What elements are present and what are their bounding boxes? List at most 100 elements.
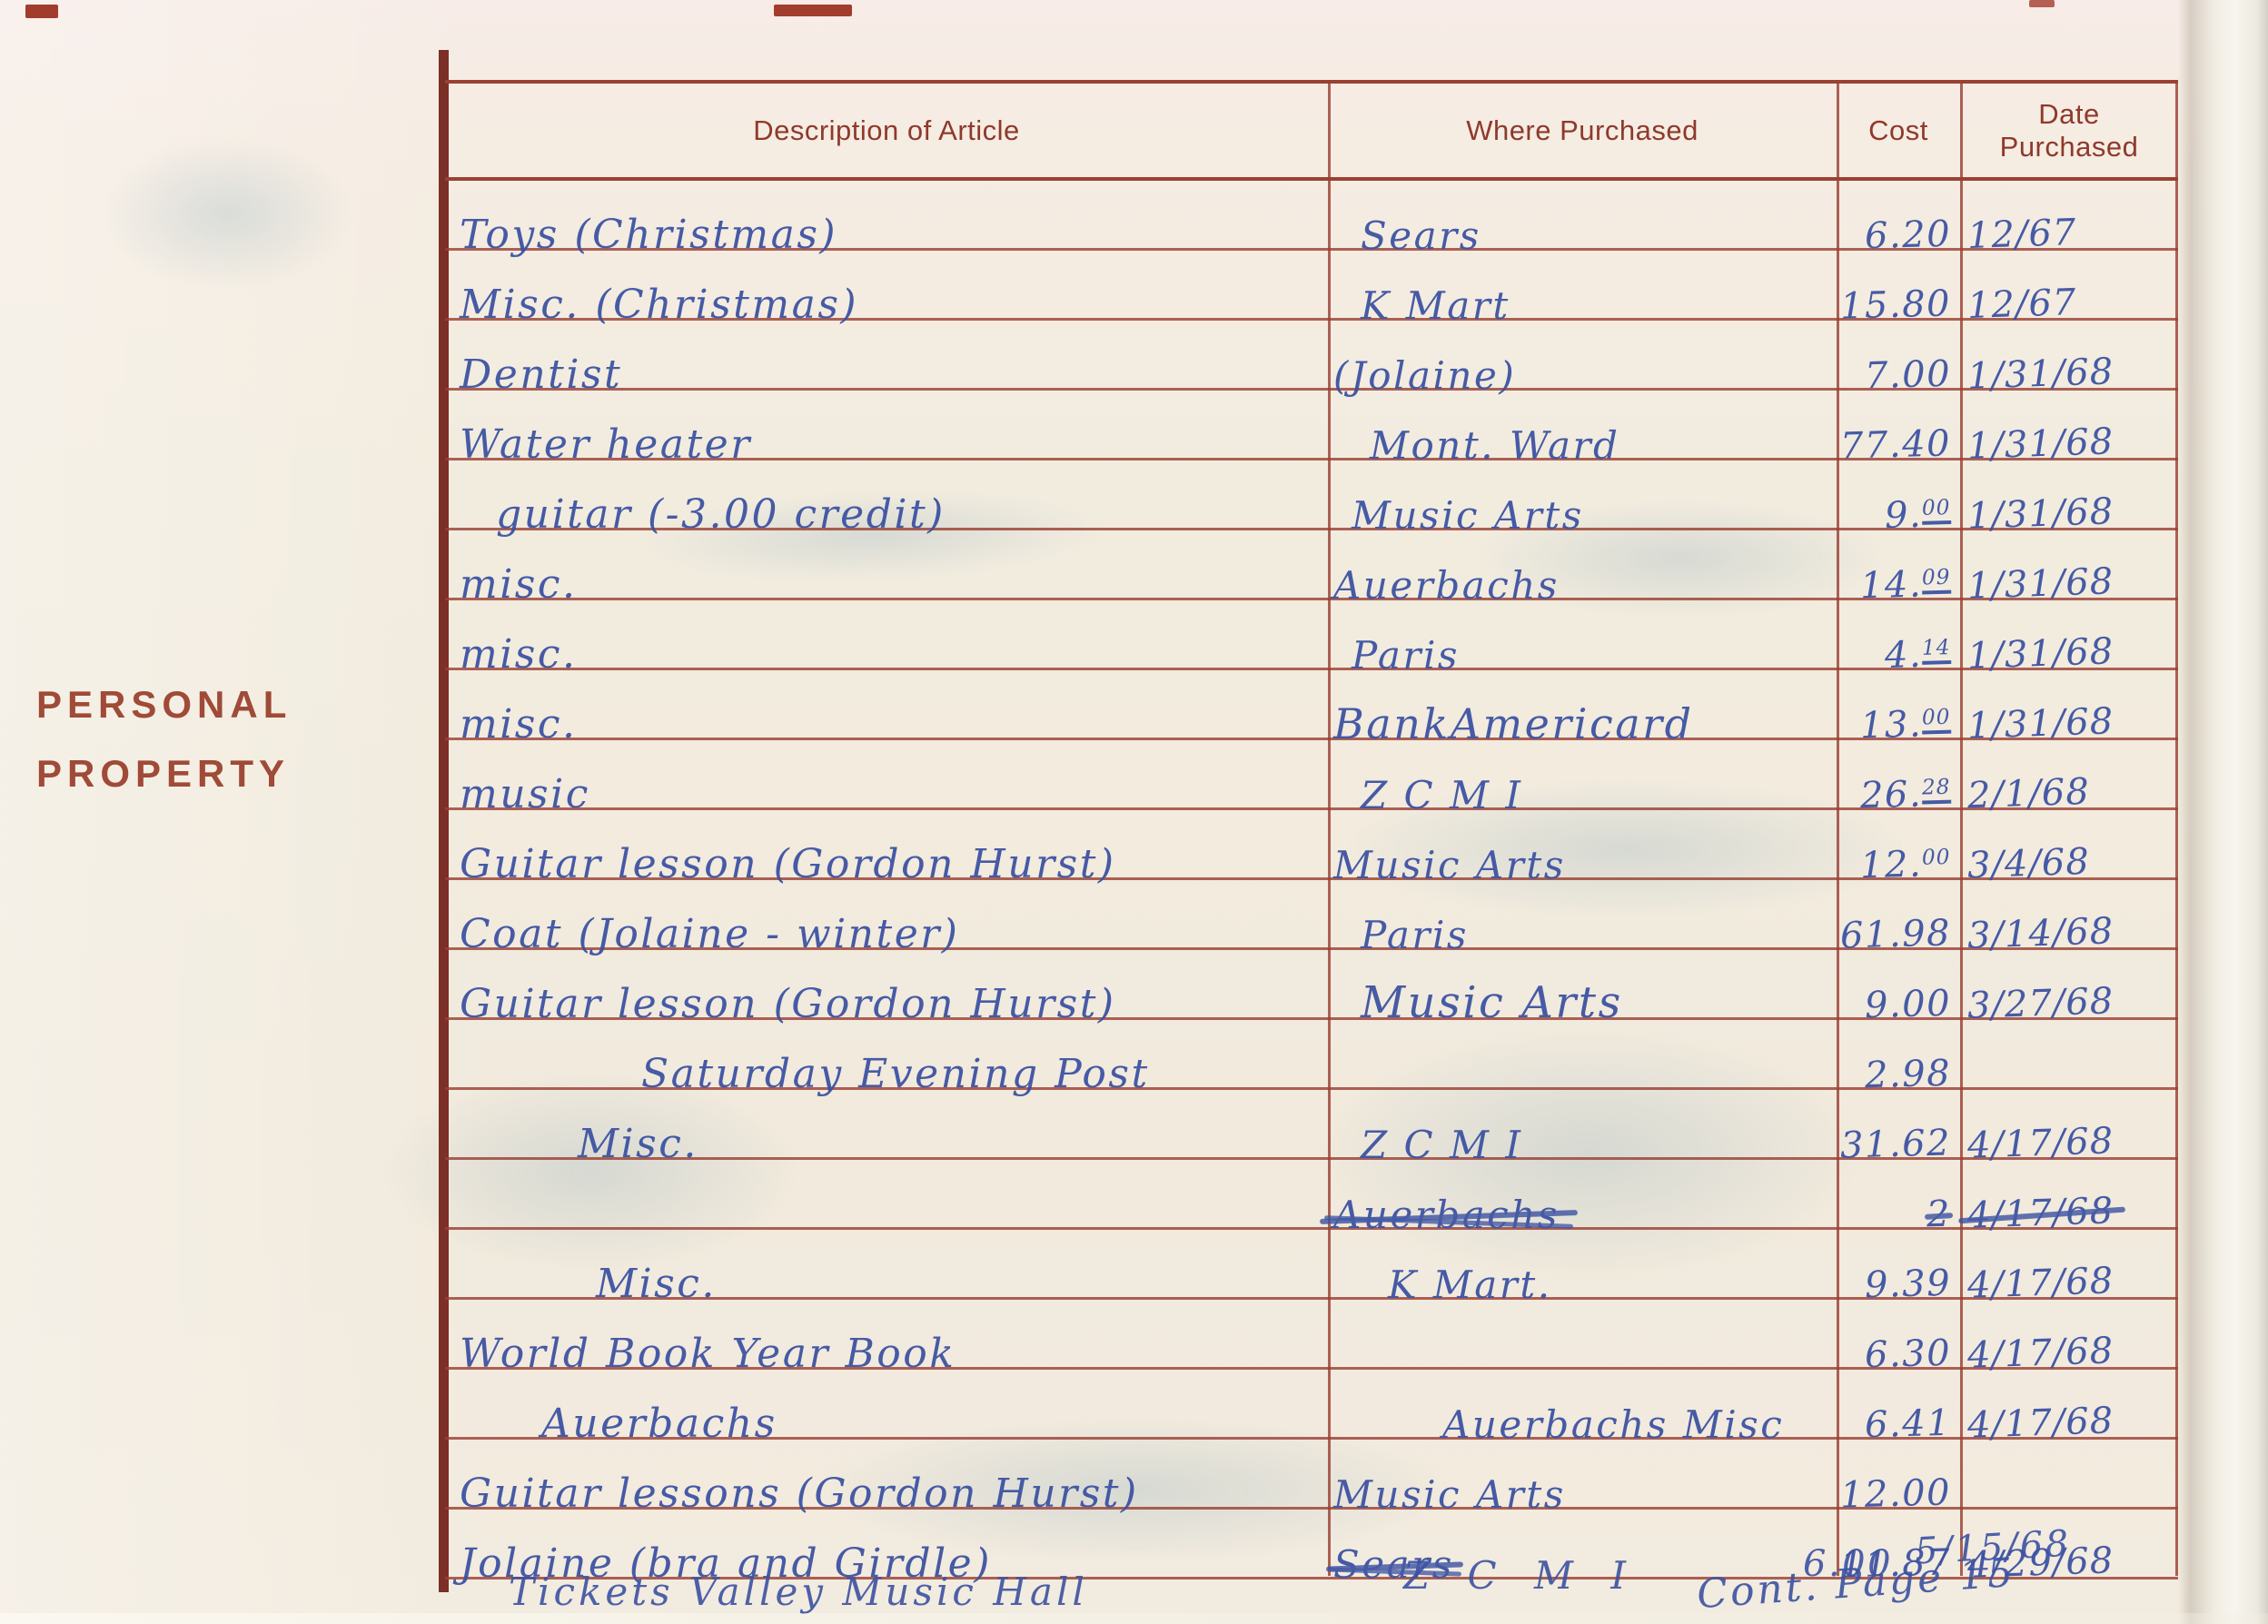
cost-cell: 61.98: [1837, 911, 1960, 956]
where-purchased-cell: [1328, 1351, 1837, 1367]
where-purchased-cell: Auerbachs Misc: [1328, 1399, 1837, 1444]
cost-cell: 31.62: [1837, 1121, 1960, 1166]
description-cell: Guitar lesson (Gordon Hurst): [445, 837, 1328, 885]
description-cell: Guitar lessons (Gordon Hurst): [445, 1467, 1328, 1514]
ledger-row: Saturday Evening Post 2.98: [445, 1020, 2178, 1096]
column-divider: [1837, 84, 1839, 1576]
ledger-left-border: [439, 50, 449, 1592]
raised-cents: 00: [1921, 844, 1952, 870]
handwriting: guitar (-3.00 credit): [496, 491, 946, 538]
handwriting: Toys (Christmas): [460, 212, 838, 258]
ledger-row: Coat (Jolaine - winter) Paris 61.98 3/14/68: [445, 880, 2178, 957]
handwriting: Auerbachs: [1333, 1193, 1560, 1237]
handwriting: Tickets Valley Music Hall: [509, 1570, 1088, 1614]
description-cell: World Book Year Book: [445, 1327, 1328, 1374]
handwriting: 15.80: [1839, 282, 1952, 328]
where-purchased-cell: K Mart: [1328, 280, 1837, 325]
cost-cell: 2: [1837, 1191, 1960, 1236]
handwriting: 9.39: [1864, 1262, 1952, 1307]
handwriting: 2: [1926, 1193, 1952, 1236]
section-label-line2: PROPERTY: [36, 752, 291, 796]
date-purchased-cell: 4/17/68: [1960, 1330, 2178, 1377]
ledger-row: Misc. Z C M I 31.62 4/17/68: [445, 1090, 2178, 1167]
date-purchased-cell: 1/31/68: [1960, 700, 2178, 748]
date-purchased-cell: 3/14/68: [1960, 910, 2178, 957]
handwriting: Mont. Ward: [1370, 423, 1620, 468]
handwriting: 3/27/68: [1966, 980, 2114, 1027]
description-cell: misc.: [445, 698, 1328, 745]
description-cell: Jolaine (bra and Girdle): [445, 1537, 1328, 1584]
cost-cell: 9.00: [1837, 981, 1960, 1026]
where-purchased-cell: Z C M I: [1328, 769, 1837, 815]
where-purchased-cell: Auerbachs: [1328, 559, 1837, 605]
date-purchased-cell: 1/31/68: [1960, 351, 2178, 398]
date-purchased-cell: [1960, 1490, 2178, 1507]
handwriting: Z C M I: [1361, 773, 1523, 817]
description-cell: [445, 1211, 1328, 1227]
handwriting: Paris: [1361, 913, 1469, 957]
ledger-row: Guitar lesson (Gordon Hurst) Music Arts 12…: [445, 810, 2178, 887]
handwriting: 12.00: [1859, 843, 1952, 887]
where-purchased-cell: K Mart.: [1328, 1259, 1837, 1304]
cost-cell: 9.00: [1837, 491, 1960, 537]
handwriting: Music Arts: [1333, 843, 1566, 887]
description-cell: Toys (Christmas): [445, 208, 1328, 255]
handwriting: 9.00: [1864, 982, 1952, 1027]
ledger-row: Water heater Mont. Ward 77.40 1/31/68: [445, 391, 2178, 468]
where-purchased-cell: Music Arts: [1328, 490, 1837, 535]
date-purchased-cell: 4/17/68: [1960, 1120, 2178, 1167]
description-cell: Dentist: [445, 348, 1328, 395]
handwriting: 1/31/68: [1966, 490, 2114, 538]
page-edge-curl: [2178, 0, 2268, 1624]
overflow-where: Z C M I: [1403, 1550, 1639, 1595]
handwriting: Misc.: [578, 1121, 698, 1167]
handwriting: 4/17/68: [1966, 1260, 2114, 1307]
cost-cell: 12.00: [1837, 841, 1960, 887]
cost-cell: 6.20: [1837, 212, 1960, 257]
where-purchased-cell: Mont. Ward: [1328, 420, 1837, 465]
handwriting: 12/67: [1966, 211, 2078, 258]
ledger-row: misc. Paris 4.14 1/31/68: [445, 600, 2178, 678]
date-purchased-cell: 1/31/68: [1960, 421, 2178, 468]
handwriting: misc.: [460, 631, 578, 678]
date-purchased-cell: 4/17/68: [1960, 1260, 2178, 1307]
scan-bottom-edge: [0, 1613, 2268, 1624]
date-purchased-cell: 1/31/68: [1960, 490, 2178, 538]
cost-cell: 6.41: [1837, 1401, 1960, 1446]
description-cell: Water heater: [445, 418, 1328, 465]
handwriting: Z C M I: [1361, 1123, 1523, 1167]
cost-cell: 26.28: [1837, 771, 1960, 817]
handwriting: Music Arts: [1361, 977, 1623, 1028]
handwriting: 1/31/68: [1966, 630, 2114, 678]
handwriting: Misc.: [596, 1261, 717, 1307]
handwriting: 6.00: [1803, 1543, 1894, 1585]
cost-cell: 9.39: [1837, 1261, 1960, 1306]
description-cell: guitar (-3.00 credit): [445, 488, 1328, 535]
where-purchased-cell: Music Arts: [1328, 1469, 1837, 1514]
handwriting: Paris: [1352, 633, 1460, 678]
handwriting: 4/17/68: [1966, 1330, 2114, 1377]
handwriting: 2.98: [1864, 1052, 1952, 1097]
header-row: Description of Article Where Purchased C…: [445, 84, 2178, 181]
date-purchased-cell: 3/27/68: [1960, 980, 2178, 1027]
ledger-row: Auerbachs Auerbachs Misc 6.41 4/17/68: [445, 1370, 2178, 1447]
handwriting: 1/31/68: [1966, 351, 2114, 398]
handwriting: 1/31/68: [1966, 560, 2114, 608]
handwriting: BankAmericard: [1333, 699, 1694, 748]
where-purchased-cell: Auerbachs: [1328, 1189, 1837, 1234]
date-purchased-cell: 12/67: [1960, 212, 2178, 257]
raised-cents: 28: [1921, 774, 1952, 805]
handwriting: Sears: [1361, 213, 1481, 258]
ledger-row: misc. Auerbachs 14.09 1/31/68: [445, 530, 2178, 608]
handwriting: Misc. (Christmas): [460, 282, 859, 328]
cost-cell: 13.00: [1837, 701, 1960, 747]
where-purchased-cell: (Jolaine): [1328, 350, 1837, 395]
handwriting: World Book Year Book: [460, 1331, 956, 1377]
description-cell: Coat (Jolaine - winter): [445, 907, 1328, 955]
date-purchased-cell: [1960, 1071, 2178, 1087]
ledger-row: Misc. K Mart. 9.39 4/17/68: [445, 1230, 2178, 1307]
handwriting: 77.40: [1839, 422, 1952, 468]
ledger-rows: Toys (Christmas) Sears 6.20 12/67 Misc. (Chr…: [445, 181, 2178, 1587]
continuation-note: Cont. Page 15: [1696, 1550, 2017, 1618]
